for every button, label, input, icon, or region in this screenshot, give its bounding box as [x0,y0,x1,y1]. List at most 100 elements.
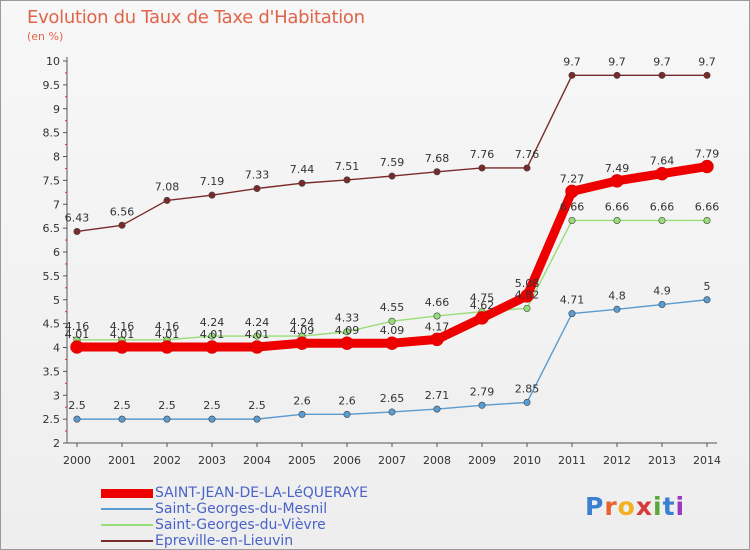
data-label: 4.09 [290,324,315,337]
data-point [523,304,531,312]
data-point [118,221,126,229]
data-label: 4.01 [155,328,180,341]
data-label: 2.5 [113,399,131,412]
data-point [433,312,441,320]
data-label: 4.16 [110,320,135,333]
legend-item: Saint-Georges-du-Mesnil [101,501,368,517]
data-label: 9.7 [563,55,581,68]
chart-subtitle: (en %) [27,30,64,43]
data-point [208,415,216,423]
data-point [613,71,621,79]
data-label: 4.75 [470,292,495,305]
y-tick-label: 8.5 [43,127,61,140]
data-label: 9.7 [608,55,626,68]
x-tick-label: 2007 [378,454,406,467]
x-tick-label: 2001 [108,454,136,467]
data-label: 4.33 [335,312,360,325]
series-0 [70,159,714,354]
data-point [118,415,126,423]
data-label: 7.49 [605,162,630,175]
logo-letter: P [585,492,605,521]
x-tick-label: 2002 [153,454,181,467]
series-2 [73,216,711,344]
data-point [658,71,666,79]
data-point [568,216,576,224]
data-label: 4.01 [245,328,270,341]
data-label: 7.59 [380,156,405,169]
data-label: 4.09 [380,324,405,337]
data-point [298,179,306,187]
logo-letter: o [617,492,636,521]
data-label: 2.5 [158,399,176,412]
proxiti-logo: Proxiti [585,492,685,521]
data-point [343,176,351,184]
y-tick-label: 4 [53,342,60,355]
legend-swatch [101,508,153,510]
data-label: 7.79 [695,148,720,161]
chart-legend: SAINT-JEAN-DE-LA-LéQUERAYE Saint-Georges-… [101,485,368,549]
data-point [205,340,219,354]
data-label: 4.24 [200,316,225,329]
data-point [433,405,441,413]
data-label: 2.6 [293,394,311,407]
data-point [655,166,669,181]
data-label: 4.24 [290,316,315,329]
series-1 [73,296,711,423]
data-label: 5 [704,280,711,293]
legend-label: SAINT-JEAN-DE-LA-LéQUERAYE [155,485,368,501]
y-tick-label: 5.5 [43,270,61,283]
data-point [478,164,486,172]
data-point [340,336,354,350]
data-label: 7.19 [200,175,225,188]
data-point [433,168,441,176]
data-label: 6.66 [605,200,630,213]
x-tick-label: 2014 [693,454,721,467]
data-label: 7.33 [245,168,270,181]
data-label: 9.7 [653,55,671,68]
y-tick-label: 7.5 [43,174,61,187]
x-tick-label: 2013 [648,454,676,467]
data-point [658,216,666,224]
x-tick-label: 2008 [423,454,451,467]
data-label: 4.09 [335,324,360,337]
legend-swatch [101,540,153,542]
data-label: 2.71 [425,389,450,402]
data-label: 4.9 [653,285,671,298]
y-tick-label: 6 [53,246,60,259]
data-label: 6.66 [695,200,720,213]
data-point [703,71,711,79]
data-label: 7.76 [470,148,495,161]
data-point [208,332,216,340]
y-tick-label: 3 [53,389,60,402]
data-label: 4.01 [110,328,135,341]
data-point [115,340,129,354]
data-point [160,340,174,354]
data-label: 4.8 [608,289,626,302]
x-tick-label: 2010 [513,454,541,467]
y-tick-label: 7 [53,198,60,211]
x-tick-label: 2003 [198,454,226,467]
data-point [703,216,711,224]
y-tick-label: 4.5 [43,318,61,331]
data-label: 2.6 [338,394,356,407]
data-label: 4.71 [560,294,585,307]
data-label: 6.43 [65,211,90,224]
data-point [478,401,486,409]
data-label: 4.16 [65,320,90,333]
legend-swatch [101,488,153,498]
data-point [388,172,396,180]
data-label: 7.76 [515,148,540,161]
data-label: 4.01 [65,328,90,341]
data-point [568,71,576,79]
data-label: 4.16 [155,320,180,333]
data-point [385,336,399,350]
data-point [295,336,309,350]
legend-item: Epreville-en-Lieuvin [101,533,368,549]
data-label: 7.68 [425,152,450,165]
data-label: 2.5 [203,399,221,412]
legend-item: Saint-Georges-du-Vièvre [101,517,368,533]
y-tick-label: 5 [53,294,60,307]
data-label: 2.79 [470,385,495,398]
